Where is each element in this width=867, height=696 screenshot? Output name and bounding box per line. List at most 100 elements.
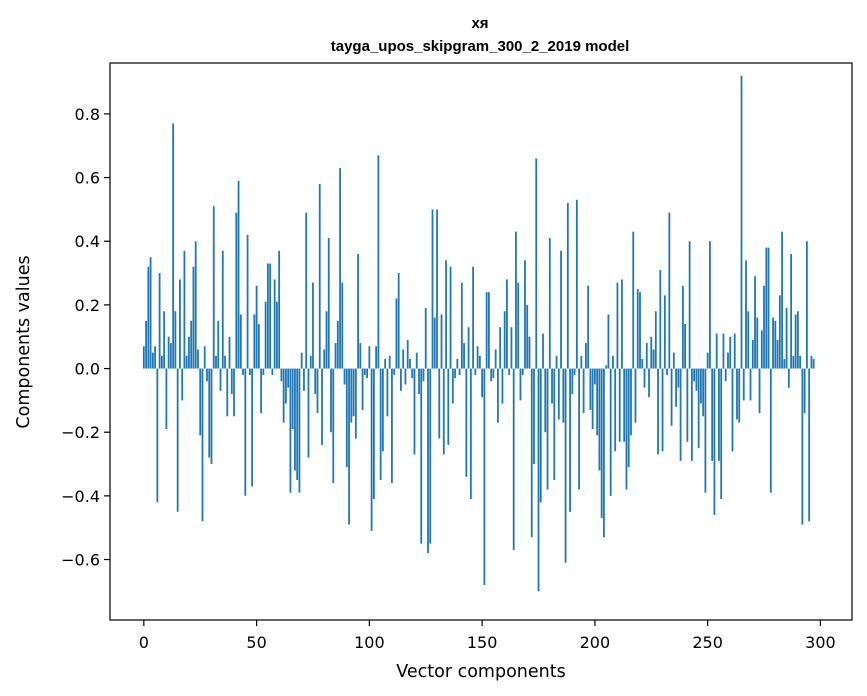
bar	[810, 355, 813, 369]
bar	[758, 368, 761, 414]
bar	[648, 368, 650, 398]
bar	[663, 295, 666, 369]
bar	[497, 368, 499, 423]
bar	[395, 298, 398, 369]
bar	[598, 368, 601, 471]
bar	[476, 346, 479, 369]
bar	[596, 368, 599, 436]
bar	[357, 253, 359, 369]
bar	[643, 368, 646, 388]
bar	[393, 368, 396, 375]
bar	[521, 368, 524, 375]
bar	[142, 346, 145, 369]
bar	[413, 368, 416, 455]
bar	[603, 368, 605, 538]
bar	[203, 346, 206, 369]
bar	[316, 368, 319, 414]
bar	[515, 231, 517, 369]
bar	[799, 355, 802, 369]
bar	[163, 311, 166, 369]
bar	[330, 368, 332, 433]
bar	[384, 359, 387, 369]
bar	[709, 241, 711, 369]
bar	[544, 368, 547, 433]
bar	[684, 323, 686, 369]
bar	[352, 368, 355, 417]
bar	[494, 349, 497, 369]
bar	[742, 368, 745, 401]
bar	[345, 368, 348, 468]
bar	[548, 238, 551, 369]
bar	[445, 260, 447, 369]
bar	[711, 368, 714, 461]
bar	[510, 327, 513, 369]
bar	[591, 368, 594, 430]
bar	[420, 368, 423, 544]
bar	[632, 231, 635, 369]
bar	[733, 333, 736, 369]
bar	[801, 368, 804, 525]
bar	[778, 295, 781, 369]
bar	[699, 368, 702, 404]
bar	[339, 168, 341, 369]
bar	[731, 368, 734, 452]
bar	[621, 279, 623, 369]
bar	[551, 368, 553, 404]
bar	[323, 349, 326, 369]
bar	[580, 355, 583, 369]
bar	[803, 368, 806, 414]
bar	[327, 238, 330, 369]
y-tick-label: −0.2	[61, 423, 100, 442]
bar	[307, 368, 310, 458]
bar	[440, 314, 443, 369]
chart-title: хя	[471, 15, 488, 32]
bar	[508, 368, 511, 375]
bar	[451, 368, 454, 404]
bar	[740, 75, 743, 369]
bar	[368, 346, 371, 369]
bar	[745, 260, 747, 369]
y-axis-label: Components values	[14, 255, 34, 428]
bar	[794, 314, 797, 369]
bar	[456, 359, 459, 369]
bar	[575, 199, 578, 369]
y-tick-label: −0.4	[61, 487, 100, 506]
bar	[350, 368, 353, 423]
bar	[334, 343, 337, 369]
bar	[526, 304, 529, 369]
bar	[172, 123, 175, 369]
bar	[618, 368, 621, 442]
bar	[145, 320, 147, 369]
bar	[433, 317, 436, 369]
bar	[736, 368, 738, 420]
bar	[273, 279, 276, 369]
bar	[537, 368, 540, 592]
bar	[436, 209, 438, 369]
bar	[160, 355, 163, 369]
bar	[600, 368, 603, 519]
x-tick-label: 0	[139, 633, 149, 652]
bar	[760, 330, 763, 369]
bar	[291, 368, 294, 430]
bar	[251, 368, 253, 487]
bar	[607, 314, 610, 369]
bar	[366, 368, 368, 379]
bar	[359, 343, 362, 369]
bar	[652, 349, 655, 369]
bar	[246, 234, 249, 369]
bar	[174, 311, 177, 369]
bar	[228, 336, 231, 369]
bar	[790, 253, 792, 369]
bar	[677, 368, 680, 388]
bar	[528, 336, 531, 369]
bar	[524, 260, 526, 369]
bar	[255, 285, 258, 369]
y-tick-label: −0.6	[61, 551, 100, 570]
bar	[388, 355, 391, 369]
bar	[418, 368, 420, 395]
bar	[702, 368, 705, 417]
bar	[763, 285, 765, 369]
bar	[781, 231, 783, 369]
bar	[354, 368, 357, 439]
